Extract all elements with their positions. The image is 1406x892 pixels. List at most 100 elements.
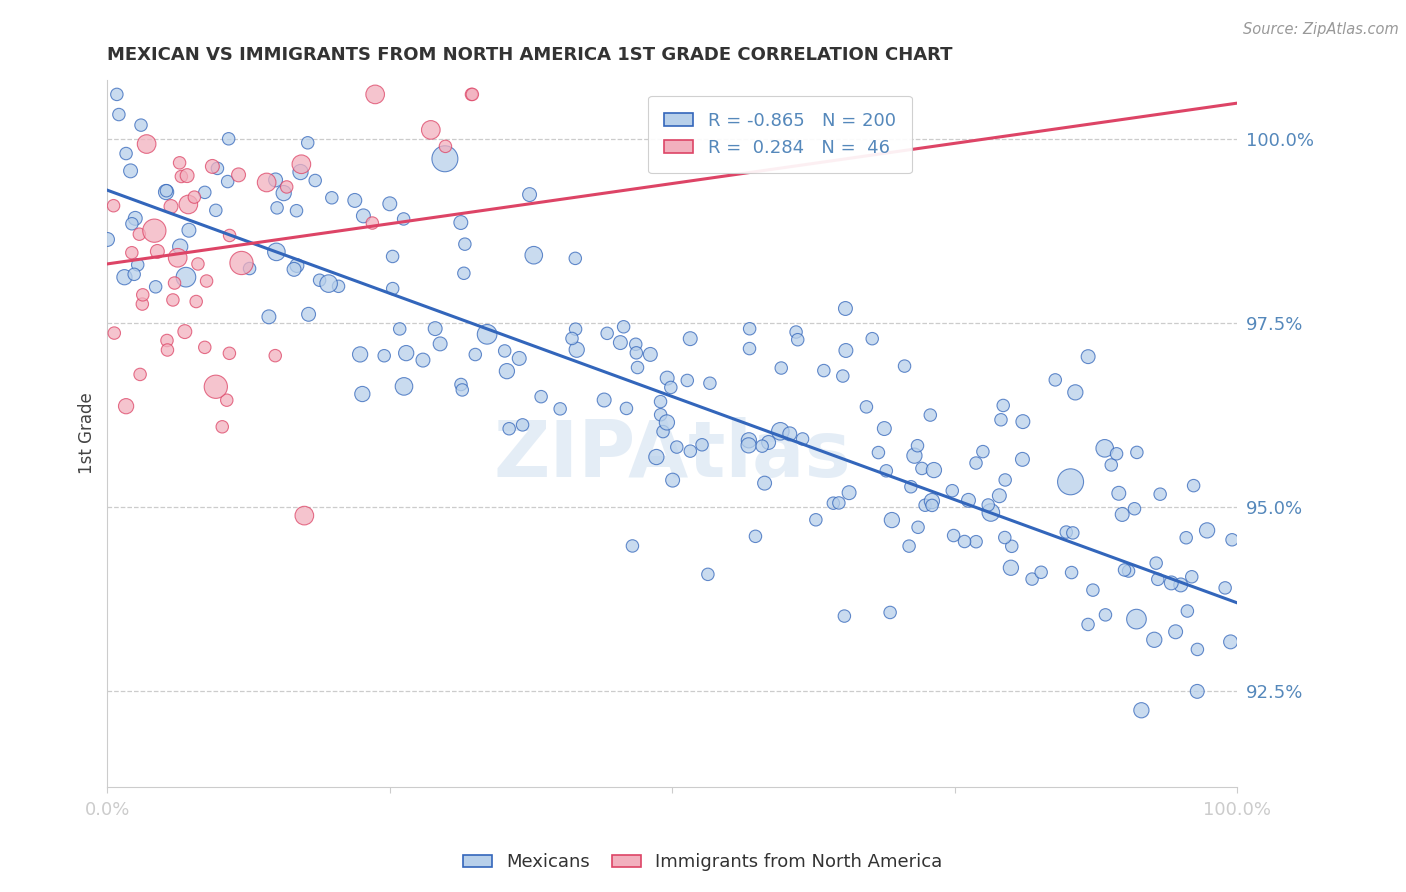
Point bbox=[645, 450, 668, 464]
Point bbox=[460, 87, 482, 102]
Point bbox=[285, 259, 308, 273]
Point bbox=[127, 258, 149, 272]
Point bbox=[650, 408, 672, 422]
Point bbox=[129, 368, 152, 382]
Point bbox=[1045, 373, 1067, 387]
Point bbox=[609, 335, 631, 350]
Point bbox=[378, 196, 401, 211]
Point bbox=[828, 496, 851, 510]
Legend: Mexicans, Immigrants from North America: Mexicans, Immigrants from North America bbox=[456, 847, 950, 879]
Point bbox=[475, 327, 498, 342]
Point bbox=[169, 239, 191, 253]
Point bbox=[343, 194, 366, 208]
Point bbox=[868, 445, 890, 459]
Point bbox=[349, 347, 371, 361]
Point bbox=[131, 297, 153, 311]
Point bbox=[512, 417, 534, 432]
Point bbox=[1118, 564, 1140, 578]
Point bbox=[920, 408, 942, 422]
Point bbox=[217, 175, 239, 189]
Point bbox=[1143, 632, 1166, 647]
Point bbox=[831, 369, 853, 384]
Point bbox=[1144, 556, 1167, 570]
Point bbox=[218, 132, 240, 146]
Point bbox=[834, 609, 856, 624]
Point bbox=[103, 199, 125, 213]
Point bbox=[657, 371, 679, 385]
Point bbox=[754, 476, 776, 491]
Point bbox=[290, 157, 312, 171]
Point bbox=[737, 438, 759, 452]
Point bbox=[155, 184, 177, 198]
Point bbox=[453, 266, 475, 280]
Point bbox=[879, 606, 901, 620]
Point bbox=[1011, 452, 1033, 467]
Point bbox=[911, 461, 934, 475]
Point bbox=[429, 337, 451, 351]
Point bbox=[464, 347, 486, 361]
Point bbox=[1064, 385, 1087, 400]
Point bbox=[1130, 703, 1153, 717]
Point bbox=[1054, 524, 1077, 539]
Point bbox=[792, 432, 814, 446]
Point bbox=[170, 169, 193, 184]
Y-axis label: 1st Grade: 1st Grade bbox=[79, 392, 96, 475]
Point bbox=[696, 567, 718, 582]
Point bbox=[176, 169, 198, 183]
Point bbox=[454, 237, 477, 252]
Point bbox=[361, 216, 384, 230]
Point bbox=[395, 346, 418, 360]
Point bbox=[145, 280, 167, 294]
Point bbox=[352, 387, 374, 401]
Point bbox=[1126, 445, 1149, 459]
Point bbox=[965, 534, 987, 549]
Point bbox=[450, 377, 472, 392]
Point bbox=[231, 256, 253, 270]
Point bbox=[183, 190, 205, 204]
Point bbox=[129, 118, 152, 132]
Point bbox=[498, 422, 520, 436]
Point bbox=[823, 496, 845, 510]
Point bbox=[613, 319, 636, 334]
Point bbox=[419, 123, 441, 137]
Point bbox=[1175, 531, 1198, 545]
Point bbox=[218, 346, 240, 360]
Text: Source: ZipAtlas.com: Source: ZipAtlas.com bbox=[1243, 22, 1399, 37]
Point bbox=[321, 191, 343, 205]
Point bbox=[665, 440, 688, 454]
Point bbox=[699, 376, 721, 391]
Point bbox=[1094, 607, 1116, 622]
Point bbox=[994, 531, 1017, 545]
Point bbox=[738, 342, 761, 356]
Point bbox=[907, 439, 929, 453]
Point bbox=[105, 87, 128, 102]
Point bbox=[494, 343, 516, 358]
Point bbox=[1146, 572, 1168, 586]
Point bbox=[297, 307, 319, 321]
Point bbox=[942, 528, 965, 542]
Point bbox=[186, 294, 208, 309]
Point bbox=[1114, 563, 1136, 577]
Point bbox=[352, 209, 374, 223]
Point bbox=[1187, 642, 1209, 657]
Point bbox=[1060, 566, 1083, 580]
Point bbox=[921, 499, 943, 513]
Point bbox=[114, 270, 136, 285]
Point bbox=[548, 401, 571, 416]
Point bbox=[838, 485, 860, 500]
Point bbox=[115, 399, 138, 413]
Point bbox=[993, 399, 1015, 413]
Point bbox=[564, 252, 586, 266]
Point bbox=[769, 425, 792, 439]
Point bbox=[1081, 583, 1104, 598]
Point bbox=[875, 464, 897, 478]
Point bbox=[1062, 525, 1084, 540]
Point bbox=[1105, 447, 1128, 461]
Point bbox=[297, 136, 319, 150]
Point bbox=[903, 449, 925, 463]
Point bbox=[496, 364, 519, 378]
Point bbox=[1197, 524, 1219, 538]
Point bbox=[121, 245, 143, 260]
Point bbox=[690, 438, 713, 452]
Text: MEXICAN VS IMMIGRANTS FROM NORTH AMERICA 1ST GRADE CORRELATION CHART: MEXICAN VS IMMIGRANTS FROM NORTH AMERICA… bbox=[107, 46, 953, 64]
